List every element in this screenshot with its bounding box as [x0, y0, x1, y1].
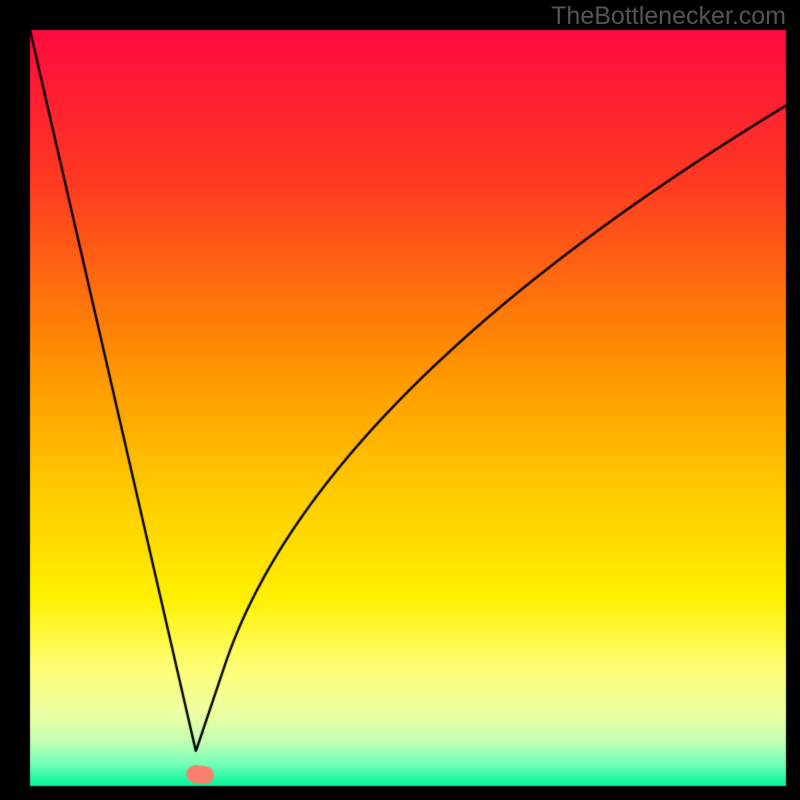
chart-container: TheBottlenecker.com: [0, 0, 800, 800]
bottleneck-curve-canvas: [0, 0, 800, 800]
watermark-text: TheBottlenecker.com: [551, 2, 786, 31]
